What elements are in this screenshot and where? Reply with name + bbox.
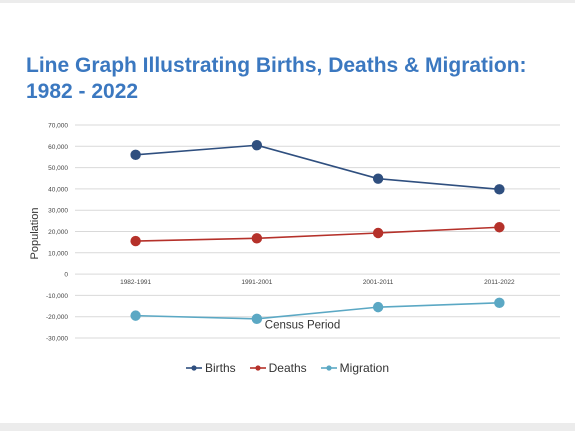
legend-swatch <box>320 365 337 371</box>
legend-label: Migration <box>339 361 390 375</box>
births-point <box>494 184 505 195</box>
legend-item-deaths: Deaths <box>249 361 307 375</box>
chart-title: Line Graph Illustrating Births, Deaths &… <box>26 54 527 103</box>
x-tick-label: 1982-1991 <box>120 279 151 286</box>
y-tick-label: 70,000 <box>48 123 68 130</box>
deaths-series-line <box>135 226 500 242</box>
y-tick-label: -10,000 <box>46 293 68 300</box>
births-series-line <box>135 144 500 191</box>
deaths-point <box>130 235 141 247</box>
x-tick-label: 2001-2011 <box>363 279 394 286</box>
deaths-point <box>251 233 263 244</box>
migration-point <box>130 310 141 321</box>
births-point <box>130 149 141 161</box>
x-axis-label: Census Period <box>265 319 340 331</box>
migration-point <box>494 297 505 309</box>
legend-item-births: Births <box>185 361 236 375</box>
y-tick-label: -30,000 <box>46 336 68 343</box>
migration-series-line <box>135 302 500 320</box>
legend-label: Deaths <box>268 361 307 375</box>
legend-item-migration: Migration <box>320 361 390 375</box>
deaths-point <box>494 222 505 233</box>
slide: Line Graph Illustrating Births, Deaths &… <box>0 3 575 423</box>
births-point <box>251 140 263 151</box>
y-tick-label: 20,000 <box>48 229 68 236</box>
y-tick-label: 10,000 <box>48 250 68 257</box>
legend-swatch <box>185 365 202 371</box>
chart-legend: Births Deaths Migration <box>0 361 575 375</box>
y-tick-label: 30,000 <box>48 208 68 215</box>
births-point <box>372 173 384 184</box>
x-tick-label: 1991-2001 <box>241 279 272 286</box>
deaths-point <box>372 227 384 239</box>
y-axis-label: Population <box>29 208 41 260</box>
migration-point <box>372 301 384 313</box>
x-tick-label: 2011-2022 <box>484 279 515 286</box>
legend-label: Births <box>204 361 236 375</box>
y-tick-label: -20,000 <box>46 314 68 321</box>
legend-swatch <box>249 365 266 371</box>
y-tick-label: 0 <box>64 272 68 279</box>
migration-point <box>251 313 263 325</box>
y-tick-label: 50,000 <box>48 165 68 172</box>
y-tick-label: 40,000 <box>48 186 68 193</box>
line-chart: 70,000 60,000 50,000 40,000 30,000 20,000 10,0… <box>29 123 560 343</box>
y-tick-label: 60,000 <box>48 144 68 151</box>
